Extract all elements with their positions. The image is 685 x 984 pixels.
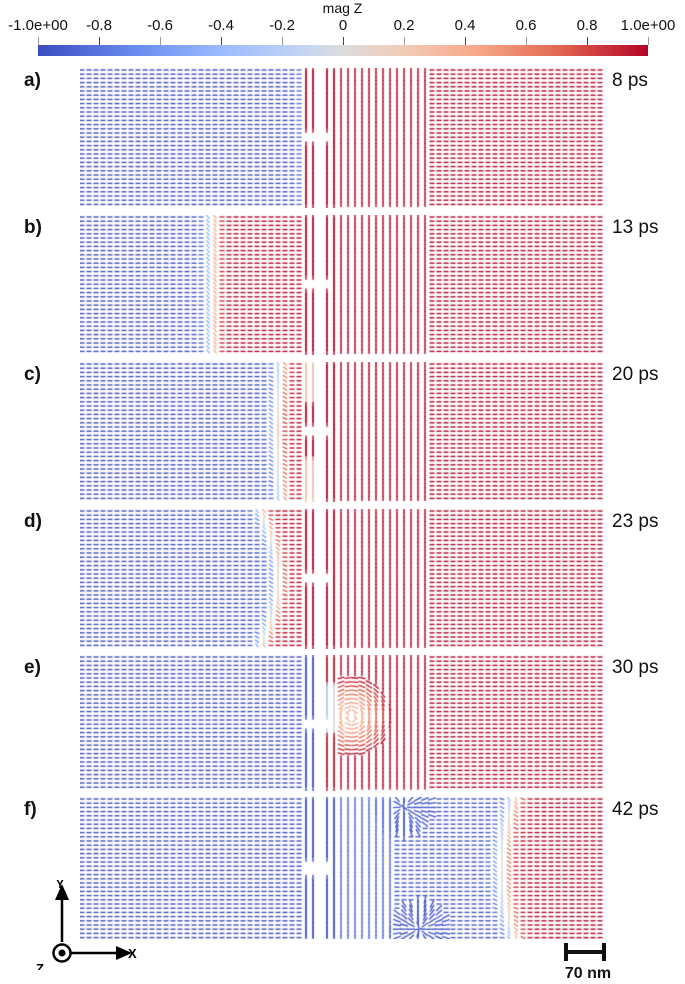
colorbar-tick-label: 0.4 (454, 17, 476, 34)
time-label: 8 ps (612, 70, 648, 91)
colorbar-tick (282, 37, 283, 45)
time-label: 42 ps (612, 799, 659, 820)
time-label: 23 ps (612, 511, 659, 532)
colorbar-tick (38, 37, 39, 45)
panel-label: e) (24, 657, 41, 678)
magnetization-field-panel (80, 655, 606, 791)
colorbar-title: mag Z (322, 0, 363, 16)
magnetization-field-panel (80, 797, 606, 939)
time-label: 20 ps (612, 364, 659, 385)
magnetization-field-panel (80, 509, 606, 649)
z-axis-label: Z (36, 961, 44, 970)
scale-bar-icon (564, 943, 606, 961)
colorbar-tick-label: -0.4 (208, 17, 234, 34)
colorbar-tick-label: 0 (338, 17, 348, 34)
scale-bar: 70 nm (558, 940, 628, 984)
colorbar-tick-label: 1.0e+00 (620, 17, 676, 34)
colorbar-tick (465, 37, 466, 45)
colorbar-tick (221, 37, 222, 45)
magnetization-field-panel (80, 215, 606, 355)
colorbar-tick-label: 0.2 (393, 17, 415, 34)
magnetization-field-panel (80, 68, 606, 208)
panel-label: b) (24, 217, 42, 238)
colorbar-gradient (38, 45, 648, 56)
time-label: 13 ps (612, 217, 659, 238)
colorbar-tick-label: 0.8 (576, 17, 598, 34)
y-axis-label: Y (56, 880, 64, 891)
colorbar-tick (160, 37, 161, 45)
axes-triad-icon: Y X Z (36, 880, 137, 970)
magnetization-field-panel (80, 362, 606, 502)
panel-label: c) (24, 364, 41, 385)
colorbar-tick (526, 37, 527, 45)
x-axis-label: X (128, 946, 137, 961)
colorbar-tick-label: -0.2 (269, 17, 295, 34)
panel-label: f) (24, 799, 37, 820)
colorbar-tick-label: -0.6 (147, 17, 173, 34)
scale-bar-label: 70 nm (564, 965, 612, 982)
panel-label: a) (24, 70, 41, 91)
colorbar-tick (99, 37, 100, 45)
time-label: 30 ps (612, 657, 659, 678)
colorbar-tick-label: -1.0e+00 (8, 17, 68, 34)
colorbar-tick-label: 0.6 (515, 17, 537, 34)
colorbar-tick-label: -0.8 (86, 17, 112, 34)
colorbar-tick (343, 37, 344, 45)
colorbar-tick (648, 37, 649, 45)
colorbar-tick (587, 37, 588, 45)
panel-label: d) (24, 511, 42, 532)
colorbar-tick (404, 37, 405, 45)
